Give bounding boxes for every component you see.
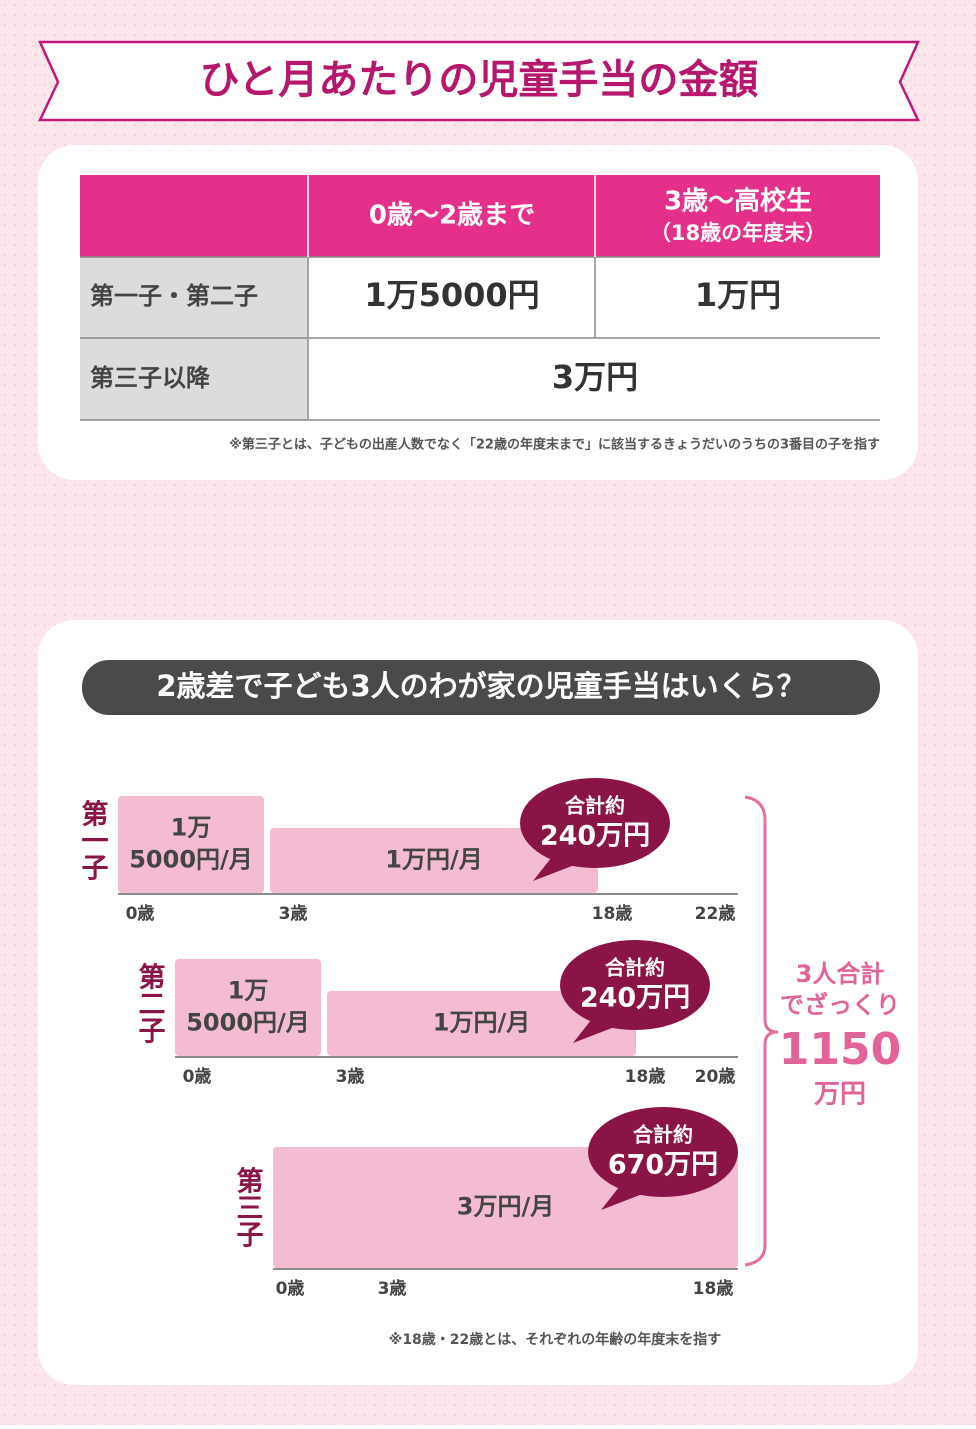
summary-line: 3人合計 — [796, 960, 885, 988]
cell: 3万円 — [552, 358, 638, 396]
age-label: 3歳 — [378, 1278, 407, 1299]
title-ribbon — [38, 40, 920, 122]
simulation-title: 2歳差で子ども3人のわが家の児童手当はいくら？ — [156, 669, 805, 703]
allowance-bar — [118, 796, 264, 893]
child-label: 第三子 — [232, 1165, 264, 1247]
column-header: 0歳～2歳まで — [369, 201, 535, 231]
total-bubble — [588, 1107, 738, 1197]
table-header — [80, 175, 880, 257]
total-amount: 670万円 — [608, 1150, 718, 1181]
allowance-bar — [327, 991, 636, 1056]
total-bubble — [560, 940, 710, 1030]
age-label: 3歳 — [279, 903, 308, 924]
row-header: 第一子・第二子 — [90, 282, 258, 310]
total-amount: 240万円 — [580, 983, 690, 1014]
bar-label: 5000円/月 — [186, 1009, 310, 1037]
age-label: 22歳 — [695, 903, 736, 924]
summary-unit: 万円 — [814, 1080, 866, 1110]
bar-label: 5000円/月 — [129, 846, 253, 874]
age-label: 0歳 — [126, 903, 155, 924]
age-label: 18歳 — [625, 1066, 666, 1087]
total-label: 合計約 — [565, 794, 625, 818]
total-amount: 240万円 — [540, 821, 650, 852]
age-label: 0歳 — [183, 1066, 212, 1087]
bar-label: 1万円/月 — [433, 1009, 530, 1037]
age-label: 18歳 — [693, 1278, 734, 1299]
age-label: 18歳 — [592, 903, 633, 924]
table-lines — [80, 175, 880, 421]
age-label: 3歳 — [336, 1066, 365, 1087]
title: ひと月あたりの児童手当の金額 — [200, 57, 759, 103]
allowance-bar — [270, 828, 598, 893]
total-bubble — [520, 778, 670, 868]
cell: 1万5000円 — [364, 276, 539, 314]
bar-label: 1万 — [228, 977, 269, 1005]
total-label: 合計約 — [633, 1123, 693, 1147]
summary: 3人合計 でざっくり 1150 万円 — [779, 960, 901, 1110]
allowance-bar — [175, 959, 321, 1056]
column-header: 3歳～高校生 — [664, 186, 812, 217]
child-label: 第一子 — [77, 798, 109, 880]
simulation-title-pill — [82, 660, 880, 715]
column-header-sub: （18歳の年度末） — [650, 221, 826, 245]
bar-label: 3万円/月 — [457, 1193, 554, 1221]
simulation-note: ※18歳・22歳とは、それぞれの年齢の年度末を指す — [389, 1331, 722, 1348]
total-label: 合計約 — [605, 956, 665, 980]
cell: 1万円 — [695, 276, 781, 314]
age-label: 0歳 — [276, 1278, 305, 1299]
table-note: ※第三子とは、子どもの出産人数でなく「22歳の年度末まで」に該当するきょうだいの… — [229, 437, 880, 453]
bar-label: 1万 — [171, 814, 212, 842]
child-label: 第二子 — [134, 961, 166, 1043]
bar-label: 1万円/月 — [385, 846, 482, 874]
age-label: 20歳 — [695, 1066, 736, 1087]
summary-amount: 1150 — [779, 1024, 901, 1075]
summary-line: でざっくり — [780, 991, 900, 1019]
row-header: 第三子以降 — [90, 364, 211, 392]
brace — [744, 795, 779, 1267]
